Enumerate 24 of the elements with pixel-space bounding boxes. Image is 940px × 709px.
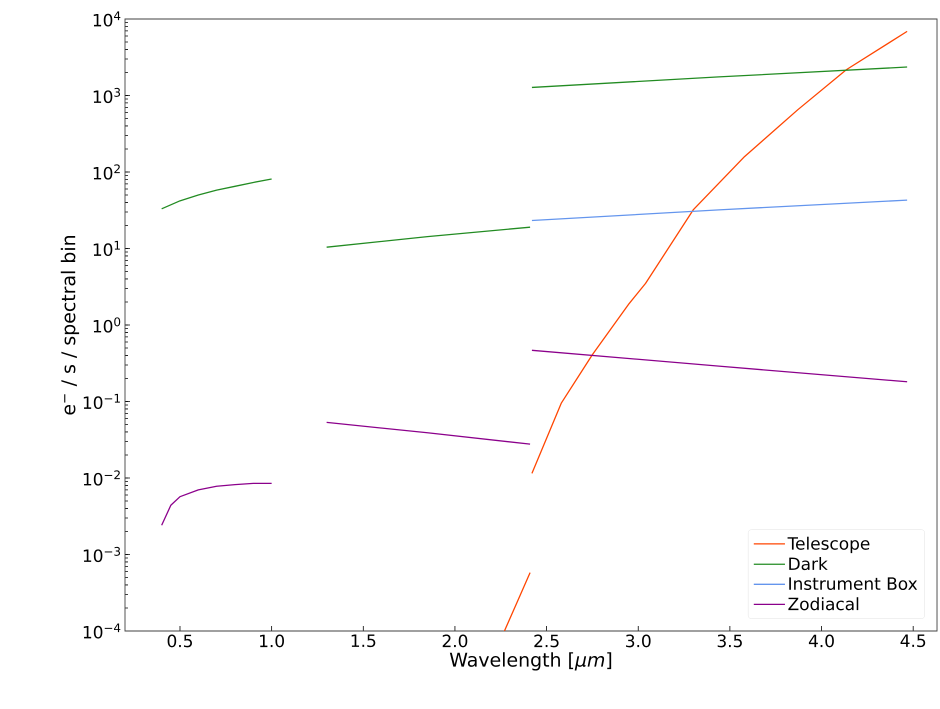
x-tick-label: 2.0 bbox=[442, 634, 468, 648]
y-tick-label: 10$^{3}$ bbox=[94, 88, 120, 104]
x-tick-label: 3.0 bbox=[626, 634, 651, 648]
x-tick-label: 4.5 bbox=[900, 634, 926, 648]
y-tick-label: 10$^{2}$ bbox=[94, 164, 120, 180]
x-tick-label: 1.0 bbox=[260, 634, 284, 648]
legend-label: Instrument Box bbox=[789, 577, 918, 590]
x-tick-label: 2.5 bbox=[534, 634, 559, 648]
legend-label: Dark bbox=[789, 557, 828, 570]
y-tick-label: 10$^{0}$ bbox=[94, 317, 120, 333]
legend-label: Zodiacal bbox=[788, 597, 858, 610]
legend-label: Telescope bbox=[788, 536, 870, 554]
x-tick-label: 0.5 bbox=[168, 634, 192, 648]
x-tick-label: 1.5 bbox=[352, 634, 376, 648]
x-tick-label: 3.5 bbox=[718, 634, 742, 648]
y-tick-label: 10$^{−4}$ bbox=[84, 623, 120, 639]
y-tick-label: 10$^{1}$ bbox=[94, 240, 120, 256]
y-tick-label: 10$^{4}$ bbox=[94, 11, 120, 27]
x-tick-label: 4.0 bbox=[808, 634, 834, 648]
y-tick-label: 10$^{−2}$ bbox=[84, 470, 120, 486]
y-tick-label: 10$^{−3}$ bbox=[84, 546, 120, 562]
y-axis-title: e$^{−}$ / s / spectral bin bbox=[60, 236, 80, 415]
x-axis-title: Wavelength [μm] bbox=[450, 652, 612, 670]
y-tick-label: 10$^{−1}$ bbox=[84, 394, 120, 410]
